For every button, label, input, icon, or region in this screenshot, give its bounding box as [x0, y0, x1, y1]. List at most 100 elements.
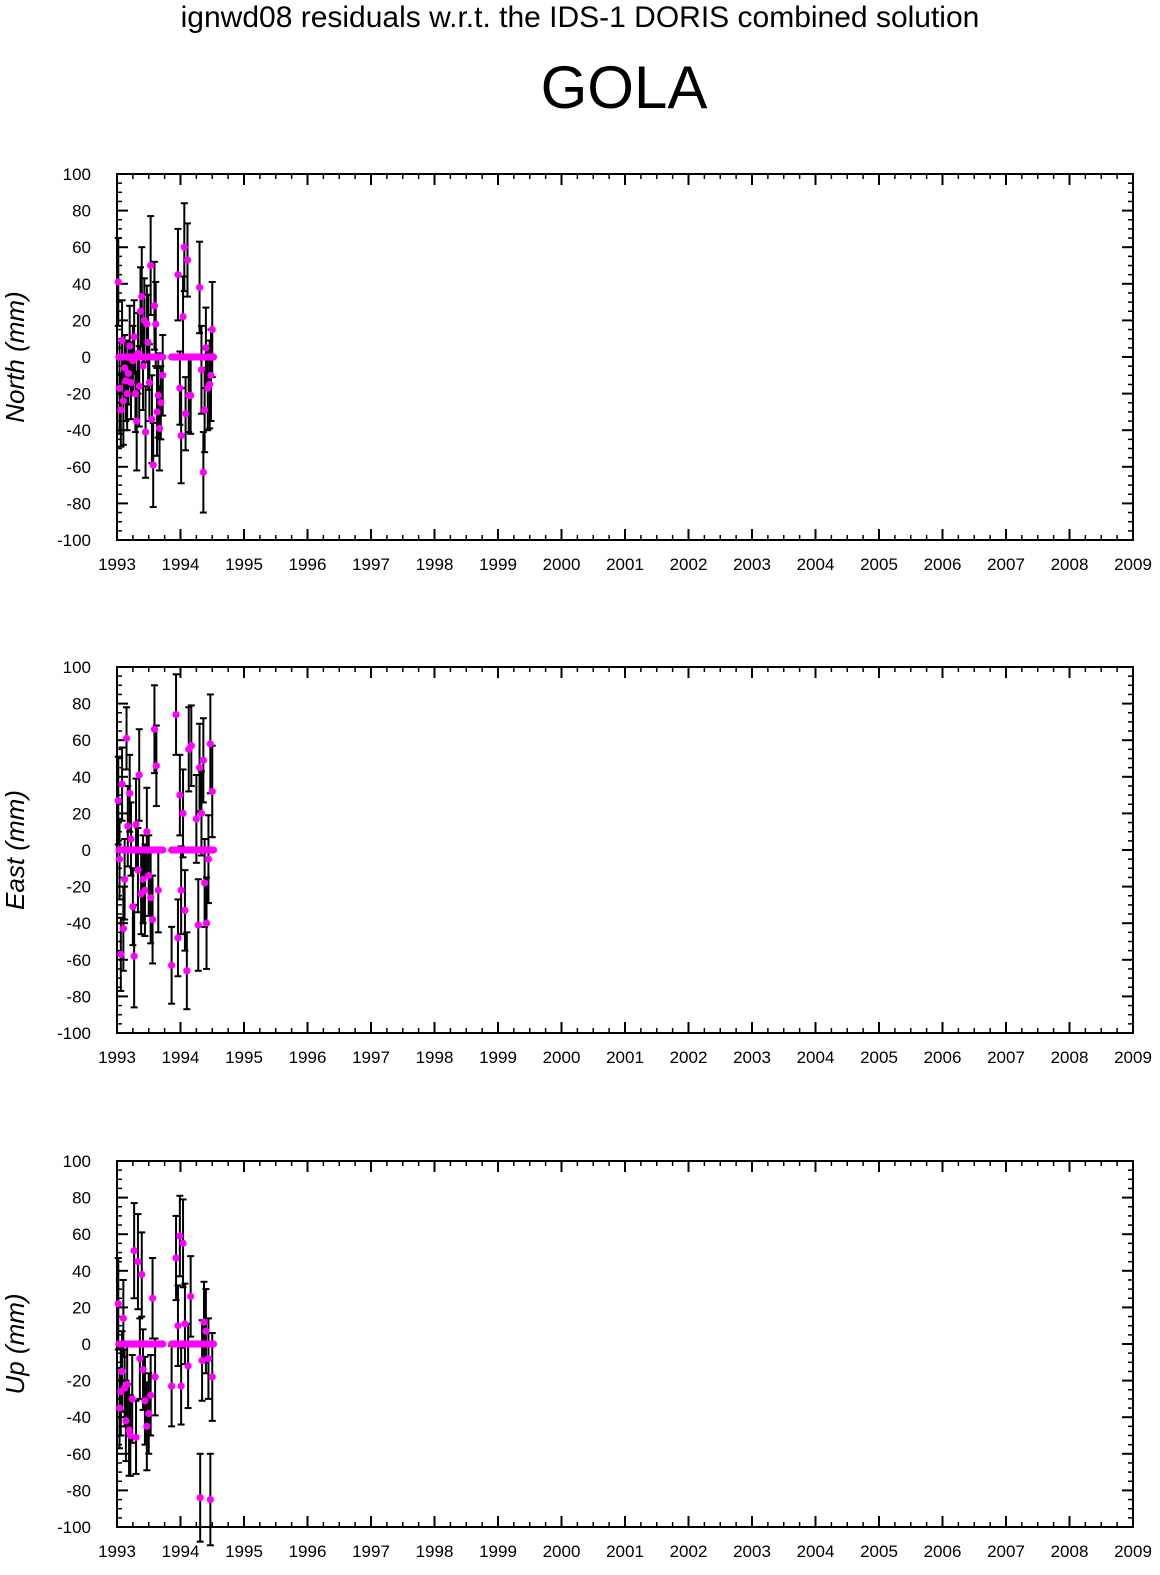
data-point [118, 1367, 126, 1376]
data-point [206, 380, 214, 389]
x-tick-label: 2005 [860, 1542, 898, 1561]
plot-frame [116, 1160, 1134, 1528]
data-point [139, 1366, 147, 1374]
data-point [126, 789, 134, 797]
data-point [139, 362, 147, 370]
zero-point [159, 353, 167, 361]
data-point [159, 371, 167, 379]
panel-east: 100 80 60 40 20 0 -20 -40 -60 -80 -100 1993 1994 1995… [0, 658, 1152, 1067]
y-tick-label: -100 [57, 1518, 91, 1537]
data-point [119, 1314, 127, 1322]
data-point [133, 417, 141, 425]
x-tick-label: 1996 [289, 1542, 327, 1561]
data-point [139, 875, 147, 883]
x-tick-label: 1998 [416, 555, 454, 574]
data-point [197, 366, 206, 374]
x-tick-label: 2004 [797, 555, 835, 574]
x-tick-label: 1999 [479, 1048, 517, 1067]
x-tick-label: 2007 [987, 1048, 1025, 1067]
data-point [187, 1292, 195, 1301]
data-point [134, 1258, 142, 1266]
y-tick-label: 60 [72, 238, 91, 257]
x-tick-label: 1999 [479, 555, 517, 574]
data-point [122, 734, 131, 742]
x-tick-label: 2007 [987, 1542, 1025, 1561]
y-tick-label: 0 [82, 348, 91, 367]
data-point [174, 1322, 182, 1330]
data-point [124, 369, 133, 378]
data-point [118, 336, 126, 345]
y-tick-label: 0 [82, 841, 91, 860]
x-tick-label: 2008 [1051, 555, 1089, 574]
data-point [136, 307, 145, 315]
data-point [207, 371, 215, 379]
data-point [132, 1433, 140, 1441]
data-point [204, 1355, 213, 1363]
data-point [177, 1382, 185, 1390]
data-point [172, 1254, 180, 1262]
data-point [181, 906, 189, 914]
data-point [202, 344, 210, 352]
data-point [115, 384, 124, 392]
data-point [206, 740, 214, 748]
data-point [143, 1422, 151, 1430]
data-point [124, 822, 132, 830]
x-tick-label: 1993 [98, 1048, 136, 1067]
data-point [198, 1356, 206, 1365]
y-tick-label: -20 [66, 1372, 91, 1391]
data-point [202, 919, 211, 927]
zero-point [209, 353, 218, 361]
x-tick-label: 2003 [733, 1048, 771, 1067]
data-point [154, 391, 162, 400]
x-tick-label: 2004 [797, 1542, 835, 1561]
x-tick-label: 2001 [606, 1048, 644, 1067]
data-point [115, 855, 124, 863]
x-tick-label: 1995 [225, 555, 263, 574]
data-point [130, 333, 138, 341]
data-point [123, 390, 131, 398]
data-point [117, 950, 125, 958]
x-tick-label: 2005 [860, 555, 898, 574]
data-point [187, 742, 195, 750]
data-point [151, 1373, 159, 1381]
x-tick-label: 2006 [924, 1048, 962, 1067]
x-tick-label: 1997 [352, 555, 390, 574]
data-point [196, 1494, 204, 1502]
data-point [147, 261, 155, 270]
x-tick-label: 2000 [543, 1048, 581, 1067]
data-point [123, 1380, 131, 1388]
x-tick-label: 1997 [352, 1048, 390, 1067]
data-point [144, 338, 152, 346]
x-tick-label: 2003 [733, 555, 771, 574]
data-point [129, 357, 137, 365]
y-tick-label: -100 [57, 1024, 91, 1043]
x-tick-label: 2005 [860, 1048, 898, 1067]
data-point [197, 809, 206, 817]
y-tick-label: 20 [72, 1298, 91, 1317]
y-tick-label: -40 [66, 914, 91, 933]
data-point [121, 364, 129, 372]
data-point [138, 293, 146, 301]
data-point [176, 791, 184, 799]
x-tick-label: 1993 [98, 555, 136, 574]
station-title: GOLA [540, 54, 708, 121]
data-point [174, 934, 182, 942]
y-tick-label: 40 [72, 768, 91, 787]
data-point [138, 1270, 146, 1279]
data-point [119, 925, 127, 933]
x-tick-label: 2000 [543, 555, 581, 574]
data-point [127, 835, 135, 843]
x-tick-label: 1996 [289, 555, 327, 574]
data-point [204, 855, 213, 863]
y-tick-label: 0 [82, 1335, 91, 1354]
y-tick-label: 100 [63, 658, 91, 677]
x-tick-label: 1993 [98, 1542, 136, 1561]
data-point [155, 424, 164, 432]
data-point [187, 391, 195, 400]
data-point [201, 406, 209, 414]
data-point [195, 764, 204, 772]
y-tick-label: -40 [66, 1408, 91, 1427]
data-point [134, 866, 142, 874]
data-point [168, 961, 176, 969]
y-tick-label: 80 [72, 1189, 91, 1208]
